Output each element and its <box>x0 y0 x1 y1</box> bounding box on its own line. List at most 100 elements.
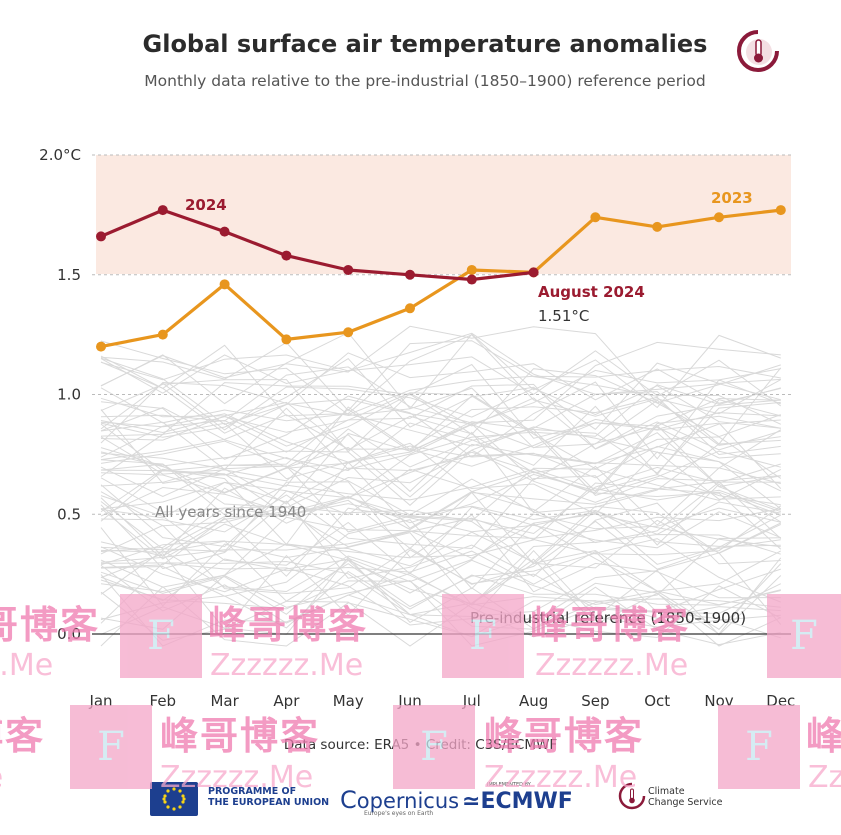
background-year-line <box>100 415 781 493</box>
background-year-line <box>100 419 781 494</box>
ecmwf-word: ECMWF <box>480 789 573 814</box>
x-tick-label: Jan <box>88 692 112 710</box>
data-point-2024 <box>281 250 292 261</box>
background-year-line <box>100 363 781 439</box>
chart-title: Global surface air temperature anomalies <box>142 30 708 58</box>
background-year-line <box>100 381 781 449</box>
background-year-line <box>100 423 781 505</box>
background-year-line <box>100 459 781 516</box>
data-point-2023 <box>775 205 786 216</box>
data-point-2024 <box>343 264 354 275</box>
eu-line-1: PROGRAMME OF <box>208 786 297 797</box>
grid-lines <box>92 154 791 635</box>
label-2023: 2023 <box>711 189 753 207</box>
x-tick-label: Dec <box>766 692 795 710</box>
background-year-line <box>100 495 782 575</box>
partner-logos: PROGRAMME OF THE EUROPEAN UNION Copernic… <box>0 776 841 826</box>
background-year-line <box>100 475 782 550</box>
background-year-line <box>100 379 781 460</box>
reference-label: Pre-industrial reference (1850–1900) <box>470 609 746 627</box>
background-year-line <box>100 431 781 514</box>
background-year-line <box>100 334 782 417</box>
data-source-credit: Data source: ERA5 • Credit: C3S/ECMWF <box>283 737 558 753</box>
copernicus-logo: Copernicus <box>340 786 459 814</box>
background-year-line <box>100 538 781 608</box>
copernicus-c-icon: C <box>340 786 357 814</box>
annotation-point-value: 1.51°C <box>538 307 589 325</box>
background-year-line <box>100 514 781 599</box>
background-year-line <box>100 399 781 471</box>
x-axis: Jan Feb Mar Apr May Jun Jul Aug Sep Oct Nov Dec <box>88 692 795 710</box>
background-year-line <box>100 556 782 635</box>
x-tick-label: Jun <box>397 692 421 710</box>
c3s-text: Climate Change Service <box>648 786 723 808</box>
data-point-2023 <box>281 334 292 345</box>
x-tick-label: Aug <box>519 692 548 710</box>
data-point-2023 <box>219 279 230 290</box>
x-tick-label: Mar <box>210 692 239 710</box>
background-year-line <box>100 396 781 461</box>
data-point-2024 <box>96 231 106 242</box>
background-year-line <box>100 513 781 588</box>
background-year-line <box>100 332 781 401</box>
background-year-line <box>100 357 781 425</box>
label-2024: 2024 <box>185 196 227 214</box>
background-year-line <box>100 549 782 626</box>
y-tick-label: 2.0°C <box>39 146 81 164</box>
background-year-line <box>100 332 781 410</box>
background-year-line <box>100 341 781 424</box>
background-year-line <box>100 340 782 412</box>
eu-flag-icon <box>150 782 198 816</box>
y-tick-label: 0.0 <box>57 625 81 643</box>
annotation-point-title: August 2024 <box>538 283 645 301</box>
data-point-2023 <box>405 303 415 314</box>
y-tick-label: 1.0 <box>57 386 81 404</box>
background-year-line <box>100 461 781 546</box>
data-point-2023 <box>652 221 663 232</box>
x-tick-label: Oct <box>644 692 670 710</box>
c3s-line-1: Climate <box>648 786 685 797</box>
background-year-lines <box>100 325 782 647</box>
background-year-line <box>100 505 782 557</box>
background-year-line <box>100 399 781 476</box>
background-year-line <box>100 582 782 647</box>
data-point-2024 <box>466 274 477 285</box>
y-axis: 2.0°C 1.5 1.0 0.5 0.0 <box>39 146 81 643</box>
background-year-line <box>100 550 781 613</box>
data-point-2023 <box>590 212 601 223</box>
series-line-2024 <box>100 208 534 282</box>
ecmwf-logo: ≃ECMWF <box>462 789 573 814</box>
background-year-line <box>100 579 781 646</box>
background-lines-label: All years since 1940 <box>155 503 306 521</box>
high-anomaly-band <box>96 155 791 274</box>
background-year-line <box>100 325 781 404</box>
series-layer <box>96 205 786 352</box>
eu-programme-text: PROGRAMME OF THE EUROPEAN UNION <box>208 786 329 808</box>
background-year-line <box>100 357 781 438</box>
background-year-line <box>100 527 781 608</box>
eu-line-2: THE EUROPEAN UNION <box>208 797 330 808</box>
series-line-2023 <box>100 208 781 349</box>
data-point-2023 <box>714 212 724 223</box>
background-year-line <box>100 449 781 509</box>
y-tick-label: 1.5 <box>57 266 81 284</box>
background-year-line <box>100 519 782 597</box>
copernicus-word: opernicus <box>356 789 460 813</box>
background-year-line <box>100 484 781 548</box>
background-year-line <box>100 570 781 629</box>
background-year-line <box>100 491 782 569</box>
background-year-line <box>100 340 781 416</box>
background-year-line <box>100 395 782 479</box>
eu-stars-icon <box>162 787 186 811</box>
background-year-line <box>100 367 782 447</box>
background-year-line <box>100 382 781 431</box>
data-point-2024 <box>528 267 539 278</box>
x-tick-label: Apr <box>273 692 300 710</box>
background-year-line <box>100 473 781 524</box>
background-year-line <box>100 540 781 606</box>
data-point-2023 <box>96 341 106 352</box>
background-year-line <box>100 537 781 606</box>
background-year-line <box>100 431 781 500</box>
chart-subtitle: Monthly data relative to the pre-industr… <box>144 72 706 90</box>
c3s-line-2: Change Service <box>648 797 723 808</box>
